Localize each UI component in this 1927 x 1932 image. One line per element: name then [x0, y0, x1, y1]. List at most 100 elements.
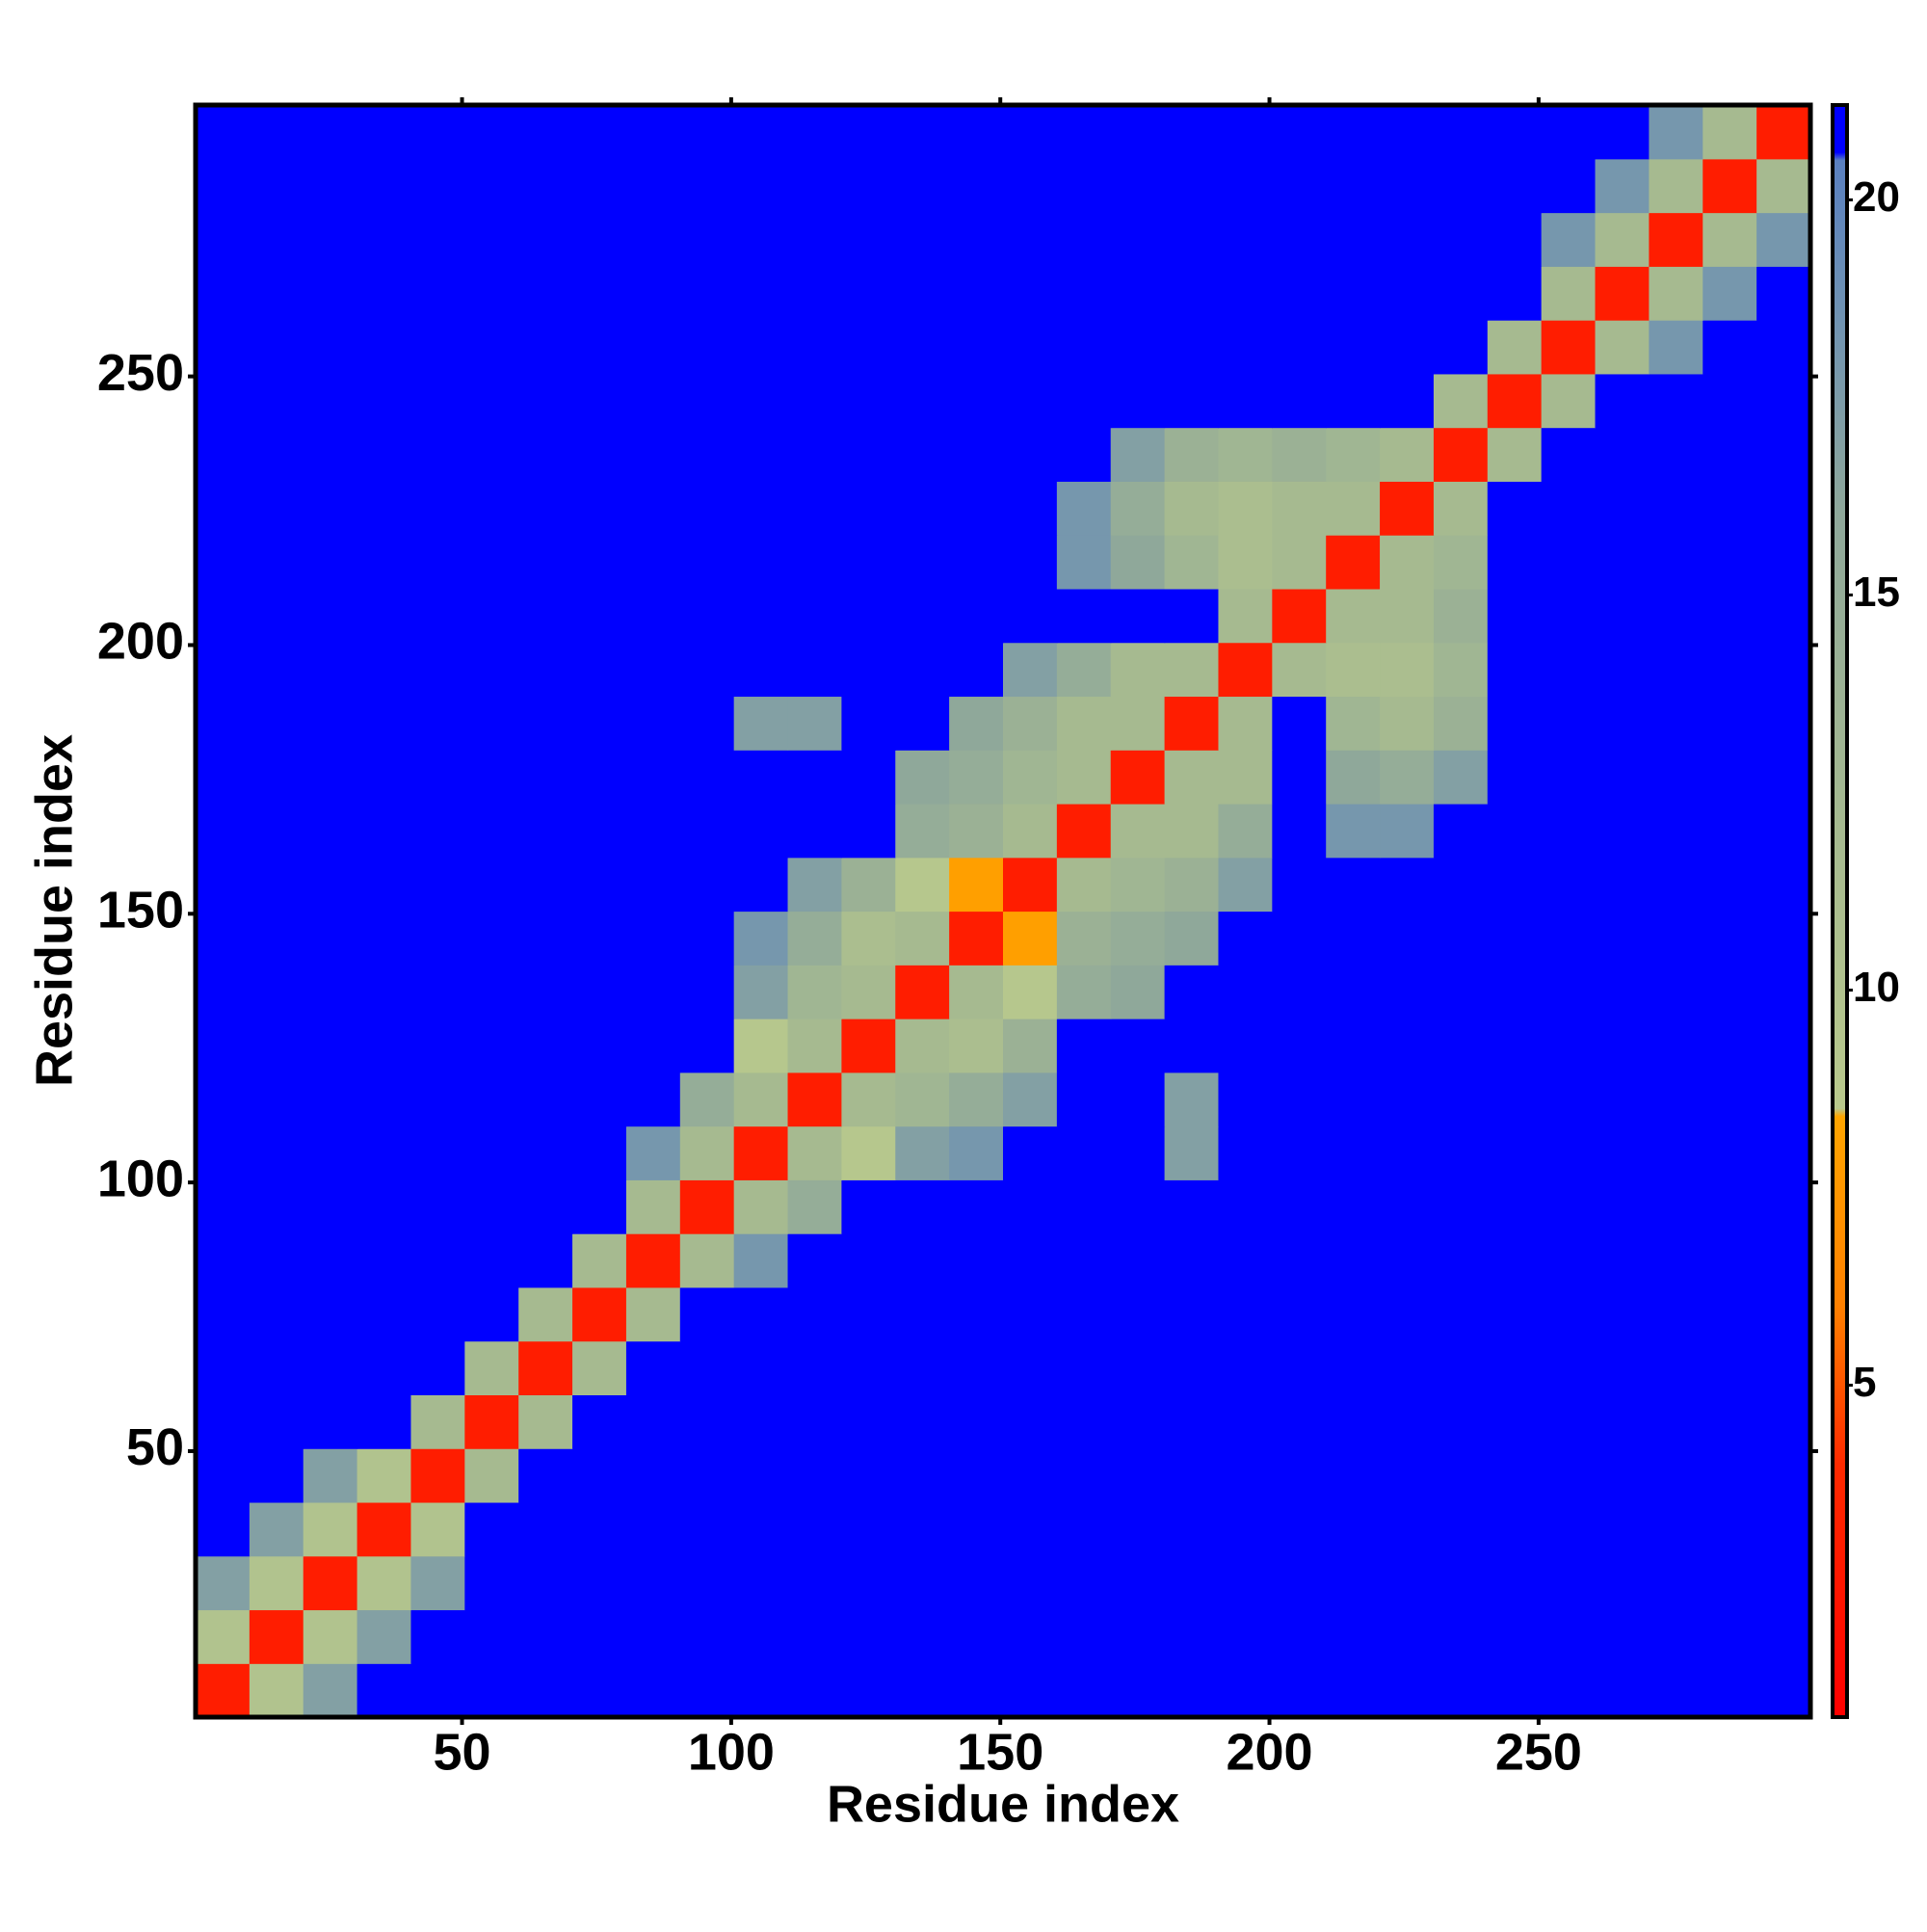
heatmap-cell	[464, 1019, 519, 1073]
heatmap-cell	[1595, 1125, 1650, 1180]
heatmap-cell	[1056, 1501, 1112, 1557]
x-axis-label: Residue index	[827, 1775, 1179, 1833]
heatmap-cell	[196, 1125, 251, 1180]
heatmap-cell	[1272, 481, 1327, 536]
heatmap-cell	[464, 696, 519, 751]
heatmap-cell	[841, 481, 896, 536]
heatmap-cell	[625, 481, 681, 536]
heatmap-cell	[1756, 696, 1811, 751]
heatmap-cell	[1595, 1072, 1650, 1127]
heatmap-cell	[1326, 1501, 1381, 1557]
heatmap-cell	[1595, 320, 1650, 375]
heatmap-cell	[1110, 965, 1166, 1019]
heatmap-cell	[1272, 1179, 1327, 1234]
heatmap-cell	[1756, 1286, 1811, 1342]
heatmap-cell	[787, 427, 842, 482]
heatmap-cell	[625, 320, 681, 375]
heatmap-cell	[1649, 105, 1703, 160]
heatmap-cell	[1003, 1663, 1058, 1718]
heatmap-cell	[787, 642, 842, 698]
heatmap-cell	[895, 750, 950, 805]
heatmap-cell	[1649, 535, 1703, 590]
heatmap-cell	[1649, 320, 1703, 375]
heatmap-cell	[303, 373, 358, 429]
heatmap-cell	[1756, 588, 1811, 644]
heatmap-cell	[356, 911, 412, 966]
axes: 50 100 150 200 250 50 100 150 200 250 5 10 15 20	[97, 97, 1900, 1781]
heatmap-cell	[787, 1125, 842, 1180]
heatmap-cell	[1110, 320, 1166, 375]
heatmap-cell	[787, 1555, 842, 1611]
heatmap-cell	[733, 1179, 789, 1234]
heatmap-cell	[1110, 1179, 1166, 1234]
heatmap-cell	[572, 1072, 627, 1127]
heatmap-cell	[249, 481, 304, 536]
heatmap-cell	[1433, 1072, 1489, 1127]
heatmap-cell	[1003, 696, 1058, 751]
heatmap-cell	[518, 158, 573, 214]
heatmap-cell	[1756, 1340, 1811, 1395]
heatmap-cell	[625, 803, 681, 859]
heatmap-cell	[1272, 1448, 1327, 1503]
heatmap-cell	[1541, 857, 1597, 913]
heatmap-cell	[1003, 1072, 1058, 1127]
heatmap-cell	[1649, 427, 1703, 482]
heatmap-cell	[1433, 1340, 1489, 1395]
heatmap-cell	[1756, 965, 1811, 1019]
heatmap-cell	[679, 750, 735, 805]
heatmap-cell	[1595, 1609, 1650, 1664]
heatmap-cell	[196, 1286, 251, 1342]
heatmap-cell	[518, 1501, 573, 1557]
heatmap-cell	[572, 642, 627, 698]
heatmap-cell	[1164, 320, 1220, 375]
heatmap-cell	[1218, 1179, 1273, 1234]
heatmap-cell	[1218, 1233, 1273, 1288]
heatmap-cell	[787, 105, 842, 160]
heatmap-cell	[1703, 1609, 1757, 1664]
heatmap-cell	[1003, 803, 1058, 859]
heatmap-cell	[1649, 1663, 1703, 1718]
heatmap-cell	[625, 1233, 681, 1288]
heatmap-cell	[733, 1394, 789, 1449]
heatmap-cell	[679, 427, 735, 482]
heatmap-cell	[356, 481, 412, 536]
heatmap-cell	[1703, 481, 1757, 536]
heatmap-cell	[1380, 642, 1435, 698]
heatmap-cell	[303, 1609, 358, 1664]
heatmap-cell	[249, 857, 304, 913]
heatmap-cell	[1218, 158, 1273, 214]
heatmap-cell	[949, 750, 1004, 805]
heatmap-cell	[1164, 803, 1220, 859]
heatmap-cell	[1110, 1340, 1166, 1395]
heatmap-cell	[249, 1394, 304, 1449]
heatmap-cell	[1433, 642, 1489, 698]
heatmap-cell	[1164, 1072, 1220, 1127]
heatmap-cell	[1756, 427, 1811, 482]
heatmap-cell	[410, 1501, 465, 1557]
heatmap-cell	[787, 1501, 842, 1557]
heatmap-cell	[249, 1125, 304, 1180]
heatmap-cell	[303, 1501, 358, 1557]
heatmap-cell	[356, 1609, 412, 1664]
heatmap-cell	[1272, 373, 1327, 429]
heatmap-cell	[1595, 1663, 1650, 1718]
heatmap-cell	[518, 1233, 573, 1288]
heatmap-cell	[1380, 750, 1435, 805]
heatmap-cell	[679, 212, 735, 267]
heatmap-cell	[518, 481, 573, 536]
heatmap-cell	[572, 212, 627, 267]
heatmap-cell	[1218, 1501, 1273, 1557]
heatmap-cell	[1110, 588, 1166, 644]
heatmap-cell	[249, 642, 304, 698]
heatmap-cell	[1003, 965, 1058, 1019]
heatmap-cell	[1756, 750, 1811, 805]
heatmap-cell	[1164, 1448, 1220, 1503]
heatmap-cell	[1272, 588, 1327, 644]
heatmap-cell	[303, 1233, 358, 1288]
heatmap-cell	[1595, 1286, 1650, 1342]
x-tick-label: 150	[957, 1723, 1043, 1781]
heatmap-cell	[1380, 965, 1435, 1019]
heatmap-cell	[1272, 535, 1327, 590]
heatmap-cell	[1380, 803, 1435, 859]
heatmap-cell	[1380, 535, 1435, 590]
